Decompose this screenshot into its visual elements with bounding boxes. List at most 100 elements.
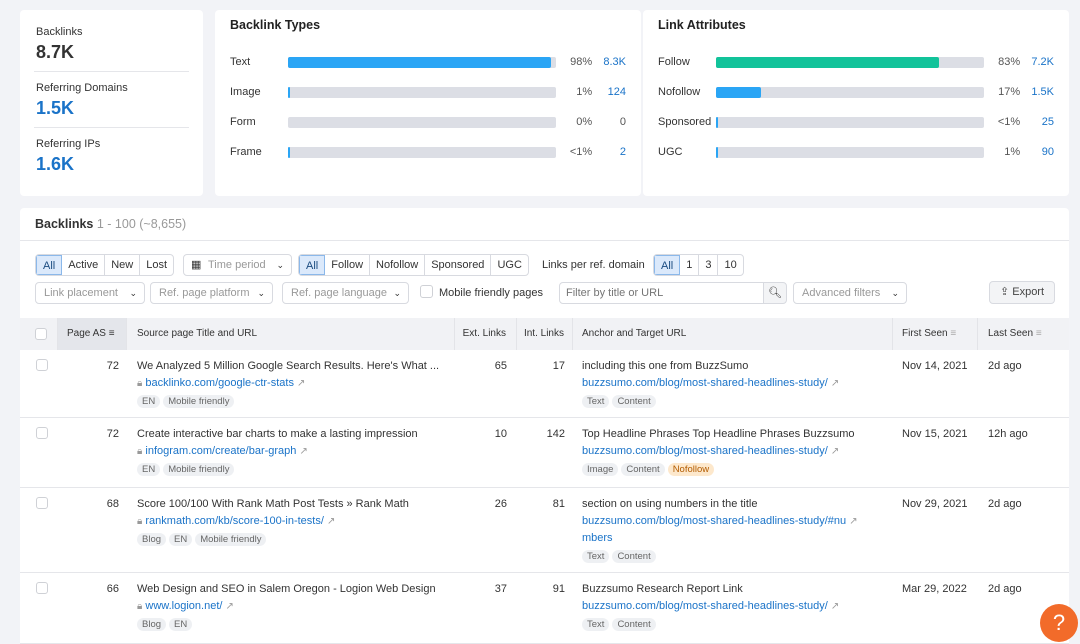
bar-count[interactable]: 124	[607, 86, 626, 98]
anchor-text: including this one from BuzzSumo	[582, 360, 749, 372]
mobile-friendly-checkbox[interactable]	[420, 285, 433, 298]
bar-percent: 98%	[570, 56, 593, 68]
bar-count[interactable]: 90	[1041, 146, 1054, 158]
page-as-label: Page AS	[67, 328, 106, 339]
attr-nofollow[interactable]: Nofollow	[370, 255, 426, 275]
external-link-icon[interactable]: ↗	[299, 446, 308, 457]
external-link-icon[interactable]: ↗	[849, 516, 858, 527]
per-domain-all[interactable]: All	[654, 255, 681, 275]
backlinks-label: Backlinks	[36, 26, 83, 38]
page-as: 68	[106, 498, 119, 510]
lock-icon: 🔒︎	[137, 601, 143, 612]
header-last-seen[interactable]: Last Seen ≡	[978, 318, 1069, 350]
link-placement-dropdown[interactable]: Link placement ⌄	[35, 282, 145, 304]
source-tags: Blog EN Mobile friendly	[137, 533, 269, 546]
ref-ips-value[interactable]: 1.6K	[36, 154, 75, 174]
advanced-filters-dropdown[interactable]: Advanced filters ⌄	[793, 282, 907, 304]
attr-ugc[interactable]: UGC	[497, 259, 522, 271]
backlink-types-card: Backlink Types Text 98% 8.3K Image 1% 124…	[215, 10, 641, 196]
page-as: 72	[106, 360, 119, 372]
per-domain-3[interactable]: 3	[699, 255, 719, 275]
tag: Content	[612, 550, 656, 563]
bar-percent: <1%	[569, 146, 593, 158]
advanced-filters-label: Advanced filters	[802, 287, 881, 299]
tag: Image	[582, 463, 619, 476]
source-title: Create interactive bar charts to make a …	[137, 428, 418, 440]
source-label: Source page Title and URL	[137, 328, 258, 339]
target-url[interactable]: buzzsumo.com/blog/most-shared-headlines-…	[582, 445, 828, 457]
export-button[interactable]: ⇪ Export	[989, 281, 1055, 304]
status-filter: All Active New Lost	[35, 254, 175, 276]
attr-all[interactable]: All	[299, 255, 326, 275]
table-row: 72 We Analyzed 5 Million Google Search R…	[20, 350, 1069, 418]
header-int-links[interactable]: Int. Links	[517, 318, 573, 350]
header-anchor: Anchor and Target URL	[573, 318, 893, 350]
row-checkbox[interactable]	[36, 427, 48, 439]
target-url[interactable]: buzzsumo.com/blog/most-shared-headlines-…	[582, 600, 828, 612]
bar-label: Frame	[230, 146, 262, 158]
source-tags: EN Mobile friendly	[137, 395, 237, 408]
bar-track	[715, 56, 985, 68]
select-all-checkbox[interactable]	[35, 328, 47, 340]
help-button[interactable]: ?	[1040, 604, 1078, 642]
header-first-seen[interactable]: First Seen ≡	[893, 318, 978, 350]
status-all[interactable]: All	[36, 255, 63, 275]
bar-track	[287, 56, 557, 68]
search-input[interactable]	[559, 282, 764, 304]
bar-count[interactable]: 7.2K	[1031, 56, 1054, 68]
bar-count[interactable]: 2	[619, 146, 626, 158]
row-checkbox[interactable]	[36, 582, 48, 594]
attr-sponsored[interactable]: Sponsored	[425, 255, 492, 275]
ref-platform-dropdown[interactable]: Ref. page platform ⌄	[150, 282, 273, 304]
status-active[interactable]: Active	[62, 255, 106, 275]
attr-follow[interactable]: Follow	[325, 255, 371, 275]
ref-domains-value[interactable]: 1.5K	[36, 98, 75, 118]
attribute-filter: All Follow Nofollow Sponsored UGC	[298, 254, 529, 276]
per-domain-filter: All 1 3 10	[653, 254, 744, 276]
tag: Text	[582, 395, 610, 408]
search-button[interactable]: 🔍︎	[763, 282, 787, 304]
anchor-text: Buzzsumo Research Report Link	[582, 583, 743, 595]
bar-track	[287, 86, 557, 98]
external-link-icon[interactable]: ↗	[225, 601, 234, 612]
row-checkbox[interactable]	[36, 359, 48, 371]
external-link-icon[interactable]: ↗	[830, 378, 840, 389]
status-new[interactable]: New	[105, 255, 141, 275]
bar-percent: 1%	[1004, 146, 1021, 158]
anchor-tags: Image Content Nofollow	[582, 463, 717, 476]
time-period-label: Time period	[208, 259, 266, 271]
header-ext-links[interactable]: Ext. Links	[455, 318, 517, 350]
target-url[interactable]: buzzsumo.com/blog/most-shared-headlines-…	[582, 377, 828, 389]
calendar-icon: ▦	[191, 259, 202, 271]
source-url[interactable]: infogram.com/create/bar-graph	[145, 445, 297, 457]
last-seen: 2d ago	[988, 360, 1022, 372]
external-link-icon[interactable]: ↗	[830, 446, 840, 457]
bar-count[interactable]: 8.3K	[603, 56, 626, 68]
source-url[interactable]: www.logion.net/	[145, 600, 223, 612]
external-link-icon[interactable]: ↗	[297, 378, 306, 389]
backlinks-title: Backlinks	[35, 217, 94, 231]
export-label: Export	[1012, 286, 1045, 298]
last-seen: 2d ago	[988, 498, 1022, 510]
source-url[interactable]: rankmath.com/kb/score-100-in-tests/	[145, 515, 324, 527]
bar-count[interactable]: 1.5K	[1031, 86, 1054, 98]
bar-count[interactable]: 25	[1041, 116, 1054, 128]
table-row: 68 Score 100/100 With Rank Math Post Tes…	[20, 488, 1069, 573]
time-period-dropdown[interactable]: ▦ Time period ⌄	[183, 254, 292, 276]
first-seen: Nov 15, 2021	[902, 428, 968, 440]
target-url[interactable]: buzzsumo.com/blog/most-shared-headlines-…	[582, 515, 847, 527]
ref-language-dropdown[interactable]: Ref. page language ⌄	[282, 282, 409, 304]
row-checkbox[interactable]	[36, 497, 48, 509]
per-domain-10[interactable]: 10	[724, 259, 737, 271]
per-domain-1[interactable]: 1	[680, 255, 700, 275]
status-lost[interactable]: Lost	[146, 259, 168, 271]
bar-label: Image	[230, 86, 261, 98]
bar-fill	[715, 56, 939, 68]
external-link-icon[interactable]: ↗	[326, 516, 336, 527]
header-page-as[interactable]: Page AS ≡	[58, 318, 127, 350]
target-url-continued[interactable]: mbers	[582, 532, 613, 544]
source-url[interactable]: backlinko.com/google-ctr-stats	[145, 377, 294, 389]
link-attributes-card: Link Attributes Follow 83% 7.2K Nofollow …	[643, 10, 1069, 196]
external-link-icon[interactable]: ↗	[830, 601, 840, 612]
tag: Blog	[137, 533, 167, 546]
